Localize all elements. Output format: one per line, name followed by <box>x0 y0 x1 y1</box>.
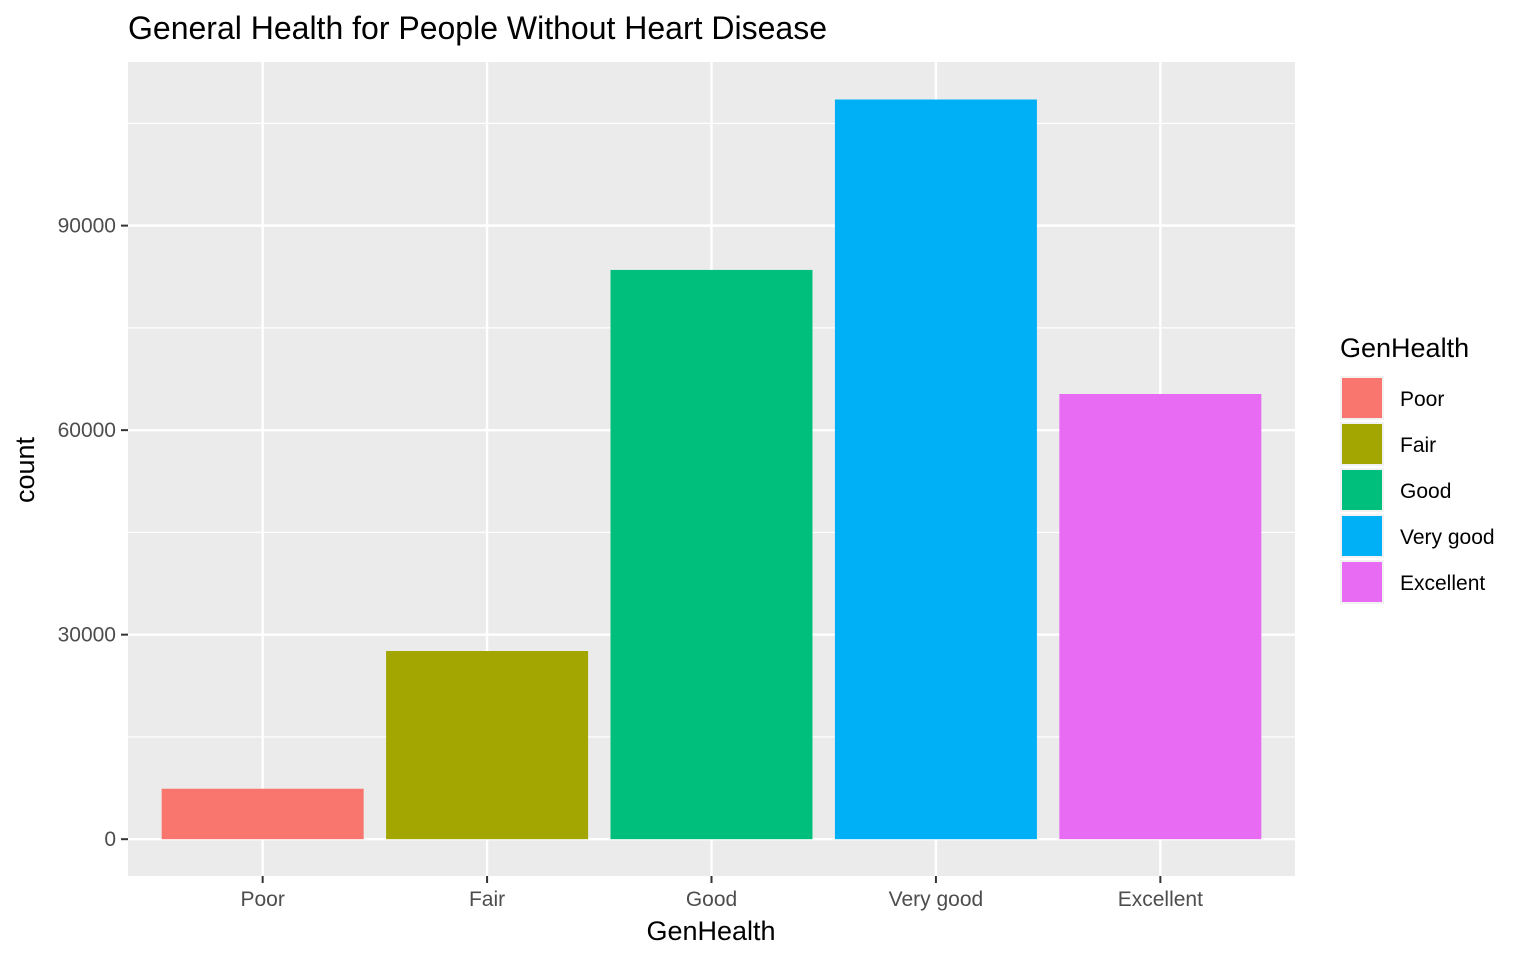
x-axis: Poor Fair Good Very good Excellent <box>240 876 1203 911</box>
y-tick-label: 90000 <box>58 215 116 238</box>
bar-fair <box>386 651 589 840</box>
legend-label: Good <box>1400 480 1451 503</box>
y-tick-label: 0 <box>104 828 116 851</box>
y-axis-title: count <box>10 436 40 503</box>
legend-swatch <box>1342 470 1382 510</box>
bar-very-good <box>834 99 1037 840</box>
legend-label: Excellent <box>1400 572 1485 595</box>
legend-title: GenHealth <box>1340 333 1469 363</box>
bar-excellent <box>1059 394 1262 840</box>
chart-title: General Health for People Without Heart … <box>128 10 827 46</box>
legend: GenHealth Poor Fair Good Very good Excellent <box>1340 333 1495 604</box>
y-axis: 0 30000 60000 90000 <box>58 215 128 851</box>
bar-good <box>610 269 813 840</box>
y-tick-label: 30000 <box>58 624 116 647</box>
legend-label: Very good <box>1400 526 1495 549</box>
legend-swatch <box>1342 378 1382 418</box>
x-tick-label: Poor <box>240 888 284 911</box>
bar-poor <box>161 788 364 840</box>
legend-swatch <box>1342 562 1382 602</box>
x-axis-title: GenHealth <box>646 916 775 946</box>
x-tick-label: Fair <box>469 888 505 911</box>
y-tick-label: 60000 <box>58 419 116 442</box>
bars <box>161 99 1262 840</box>
legend-label: Poor <box>1400 388 1444 411</box>
x-tick-label: Good <box>686 888 737 911</box>
legend-swatch <box>1342 516 1382 556</box>
x-tick-label: Excellent <box>1118 888 1203 911</box>
legend-swatch <box>1342 424 1382 464</box>
x-tick-label: Very good <box>889 888 984 911</box>
legend-label: Fair <box>1400 434 1436 457</box>
